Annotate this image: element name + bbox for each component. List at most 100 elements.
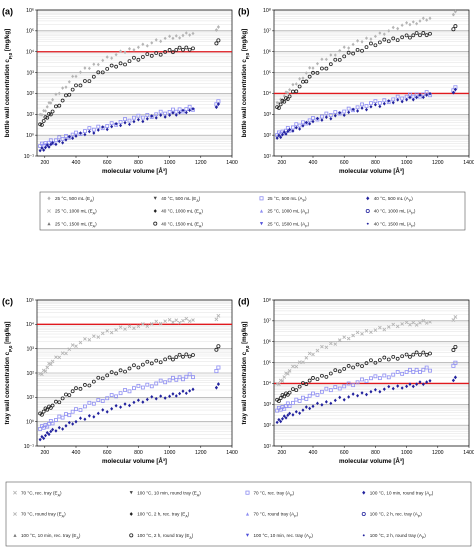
data-point xyxy=(136,117,140,122)
data-point xyxy=(451,90,455,95)
data-point xyxy=(333,53,337,57)
data-point xyxy=(216,102,220,107)
y-tick-label: 10² xyxy=(27,371,35,377)
data-point xyxy=(168,394,172,399)
x-tick-label: 200 xyxy=(40,160,49,166)
data-point xyxy=(83,404,87,409)
legend-entry-label: 100 °C, 2 h, rec. tray (EA) xyxy=(137,512,189,519)
y-tick-label: 10³ xyxy=(27,346,35,352)
data-point xyxy=(301,76,305,80)
data-point xyxy=(418,380,422,384)
data-point xyxy=(40,113,44,117)
data-point xyxy=(404,320,409,325)
data-point xyxy=(315,348,320,353)
data-point xyxy=(386,39,391,44)
data-point xyxy=(136,324,141,329)
data-point xyxy=(421,318,426,323)
data-point xyxy=(40,412,44,417)
data-point xyxy=(178,36,182,40)
data-point xyxy=(391,372,396,377)
data-point xyxy=(187,104,192,109)
data-point xyxy=(87,79,92,84)
legend-entry-label: 40 °C, 500 mL (EA) xyxy=(161,196,201,203)
data-point xyxy=(45,430,49,435)
data-point xyxy=(145,397,149,402)
data-point xyxy=(387,384,391,389)
data-point xyxy=(127,324,132,329)
data-point xyxy=(315,116,319,121)
data-point xyxy=(311,376,315,380)
legend-marker xyxy=(129,512,133,516)
data-point xyxy=(105,373,110,378)
data-point xyxy=(297,399,302,403)
data-point xyxy=(114,64,119,69)
data-point xyxy=(83,129,87,134)
data-point xyxy=(91,74,96,79)
data-point xyxy=(64,85,68,89)
data-point xyxy=(364,328,369,333)
data-point xyxy=(294,89,299,94)
data-point xyxy=(338,48,342,53)
data-point xyxy=(171,36,175,41)
data-point xyxy=(114,52,118,57)
x-axis-label: molecular volume [Å³] xyxy=(339,168,404,175)
legend-marker xyxy=(47,209,51,213)
data-point xyxy=(373,34,377,39)
data-point xyxy=(279,135,283,140)
x-axis-label: molecular volume [Å³] xyxy=(102,458,167,465)
data-point xyxy=(123,62,127,67)
data-point xyxy=(391,354,396,359)
x-tick-label: 600 xyxy=(340,450,349,456)
data-point xyxy=(67,134,71,139)
data-point xyxy=(304,382,309,386)
data-point xyxy=(187,319,192,323)
data-point xyxy=(141,322,145,326)
data-point xyxy=(181,47,185,52)
data-point xyxy=(149,384,154,389)
data-point xyxy=(320,373,324,378)
legend-marker xyxy=(13,512,17,516)
data-point xyxy=(38,437,42,442)
data-point xyxy=(70,132,75,137)
data-point xyxy=(171,107,175,112)
data-point xyxy=(43,433,47,438)
legend-marker xyxy=(129,533,134,538)
data-point xyxy=(150,395,154,399)
data-point xyxy=(70,389,75,394)
data-point xyxy=(214,41,219,46)
data-point xyxy=(154,319,159,324)
data-point xyxy=(191,107,195,111)
data-point xyxy=(109,330,114,335)
data-point xyxy=(298,127,302,131)
data-point xyxy=(286,90,290,95)
data-point xyxy=(74,344,78,349)
data-point xyxy=(87,126,92,131)
data-point xyxy=(408,35,412,40)
data-point xyxy=(43,115,48,120)
x-tick-label: 1200 xyxy=(195,160,207,166)
data-point xyxy=(216,344,221,349)
legend-entry-label: 40 °C, 1000 mL (EA) xyxy=(161,209,203,216)
data-point xyxy=(132,363,136,368)
y-tick-label: 10⁶ xyxy=(263,50,271,56)
y-tick-label: 10³ xyxy=(264,402,272,408)
data-point xyxy=(408,22,412,27)
data-point xyxy=(96,375,101,380)
legend-entry-label: 25 °C, 1000 mL (EA) xyxy=(55,209,97,216)
data-point xyxy=(391,25,395,30)
data-point xyxy=(45,365,50,370)
data-point xyxy=(428,368,432,373)
data-point xyxy=(47,111,51,116)
data-point xyxy=(154,38,158,42)
data-point xyxy=(74,407,78,412)
y-axis-label: tray wall concentration cP,0 [mg/kg] xyxy=(4,322,13,425)
data-point xyxy=(174,394,178,398)
data-point xyxy=(320,403,324,407)
data-point xyxy=(78,408,83,412)
data-point xyxy=(275,420,279,425)
data-point xyxy=(373,328,378,332)
data-point xyxy=(382,355,387,360)
legend-marker xyxy=(259,209,264,213)
data-point xyxy=(337,369,342,374)
data-point xyxy=(311,66,315,70)
